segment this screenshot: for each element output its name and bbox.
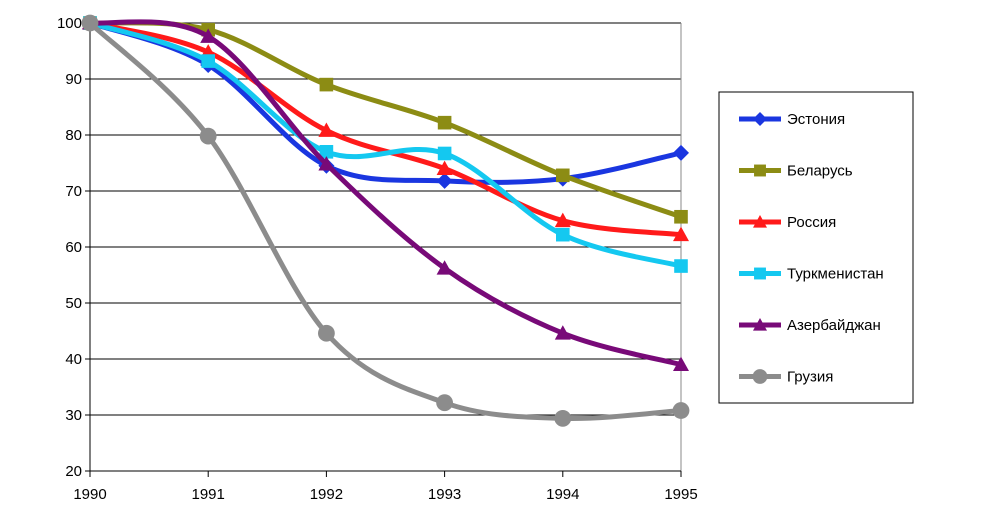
data-point bbox=[436, 172, 453, 189]
series-5 bbox=[81, 14, 690, 427]
y-tick-label: 90 bbox=[65, 71, 82, 88]
legend-marker bbox=[754, 164, 766, 177]
data-point bbox=[674, 259, 688, 273]
data-point bbox=[81, 14, 99, 32]
legend-marker bbox=[754, 267, 766, 280]
series-4 bbox=[82, 15, 689, 371]
y-tick-label: 100 bbox=[57, 15, 82, 32]
x-axis-ticks: 1990 1991 1992 1993 1994 1995 bbox=[73, 471, 698, 503]
legend-label: Россия bbox=[787, 214, 836, 231]
data-point bbox=[319, 145, 334, 159]
data-point bbox=[673, 356, 689, 371]
series-line bbox=[87, 19, 684, 368]
data-point bbox=[556, 227, 570, 242]
data-point bbox=[674, 209, 688, 224]
data-point bbox=[436, 260, 453, 275]
series-line bbox=[87, 20, 684, 238]
data-point bbox=[318, 324, 335, 342]
data-point bbox=[672, 402, 690, 419]
y-tick-label: 20 bbox=[65, 463, 82, 480]
data-point bbox=[554, 212, 571, 228]
data-point bbox=[200, 28, 217, 43]
x-tick-label: 1992 bbox=[310, 486, 343, 503]
legend-label: Грузия bbox=[787, 369, 833, 386]
y-tick-label: 30 bbox=[65, 407, 82, 424]
x-tick-label: 1991 bbox=[192, 486, 225, 503]
data-point bbox=[673, 226, 689, 242]
y-tick-label: 70 bbox=[65, 183, 82, 200]
legend-label: Азербайджан bbox=[787, 317, 881, 334]
legend-entry: Россия bbox=[739, 214, 836, 231]
series-group bbox=[81, 14, 690, 427]
legend-marker bbox=[753, 112, 767, 126]
x-tick-label: 1995 bbox=[664, 486, 697, 503]
legend-label: Беларусь bbox=[787, 163, 853, 180]
data-point bbox=[673, 144, 689, 161]
y-tick-label: 50 bbox=[65, 295, 82, 312]
series-line bbox=[87, 20, 684, 185]
legend-entry: Туркменистан bbox=[739, 266, 884, 283]
x-tick-label: 1993 bbox=[428, 486, 461, 503]
data-point bbox=[554, 325, 571, 340]
legend-entry: Беларусь bbox=[739, 163, 853, 180]
data-point bbox=[318, 122, 335, 137]
data-point bbox=[554, 409, 572, 427]
data-point bbox=[318, 156, 335, 171]
legend-label: Эстония bbox=[787, 111, 845, 128]
data-point bbox=[436, 160, 453, 175]
legend-marker bbox=[753, 215, 767, 228]
x-tick-label: 1994 bbox=[546, 486, 579, 503]
series-3 bbox=[83, 16, 688, 273]
legend-entry: Грузия bbox=[739, 369, 833, 386]
legend-entry: Эстония bbox=[739, 111, 845, 128]
data-point bbox=[319, 77, 334, 92]
data-point bbox=[436, 394, 453, 412]
y-tick-label: 80 bbox=[65, 127, 82, 144]
data-point bbox=[437, 115, 452, 130]
data-point bbox=[201, 54, 215, 68]
y-axis-ticks: 20 30 40 50 60 70 80 90 100 bbox=[57, 15, 90, 480]
x-tick-label: 1990 bbox=[73, 486, 106, 503]
data-point bbox=[556, 168, 570, 183]
legend-marker bbox=[753, 318, 767, 331]
data-point bbox=[199, 127, 217, 145]
series-line bbox=[87, 20, 684, 269]
legend: Эстония Беларусь Россия Туркменистан Азербай… bbox=[718, 91, 914, 404]
legend-box bbox=[718, 91, 914, 404]
data-point bbox=[437, 146, 452, 161]
grid-lines bbox=[90, 22, 681, 416]
y-tick-label: 60 bbox=[65, 239, 82, 256]
y-tick-label: 40 bbox=[65, 351, 82, 368]
legend-marker bbox=[752, 369, 768, 384]
legend-label: Туркменистан bbox=[787, 266, 884, 283]
legend-entry: Азербайджан bbox=[739, 317, 881, 334]
